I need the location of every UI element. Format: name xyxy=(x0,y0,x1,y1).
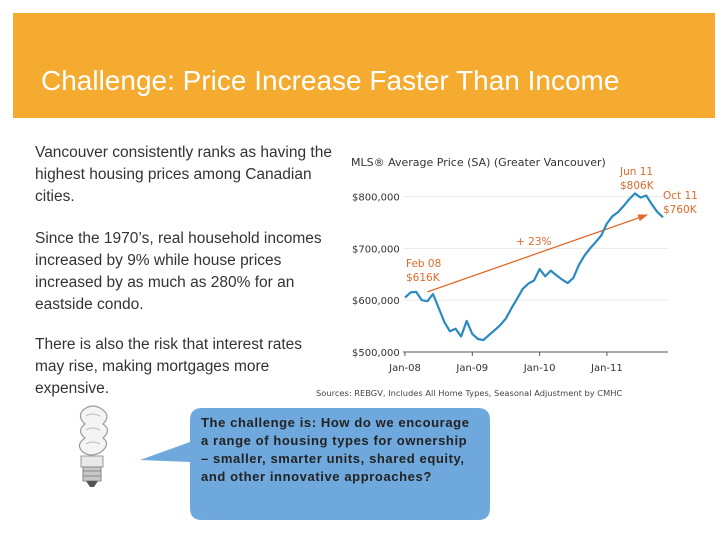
annotation-jun11-value: $806K xyxy=(620,180,655,192)
annotation-oct11: Oct 11 xyxy=(663,190,698,202)
y-tick-label: $600,000 xyxy=(352,296,400,307)
chart-title: MLS® Average Price (SA) (Greater Vancouv… xyxy=(351,156,606,169)
title-banner: Challenge: Price Increase Faster Than In… xyxy=(13,13,715,118)
y-tick-label: $500,000 xyxy=(352,348,400,359)
x-tick-label: Jan-11 xyxy=(590,363,623,374)
y-tick-label: $800,000 xyxy=(352,193,400,204)
trend-line xyxy=(427,214,647,293)
x-tick-label: Jan-10 xyxy=(523,363,556,374)
annotation-feb08-value: $616K xyxy=(406,272,441,284)
x-tick-label: Jan-08 xyxy=(388,363,421,374)
callout-shape xyxy=(140,408,490,520)
annotation-trend-percent: + 23% xyxy=(516,236,551,248)
trend-arrowhead xyxy=(637,214,649,222)
callout-text: The challenge is: How do we encourage a … xyxy=(201,415,470,484)
series-line-average-price xyxy=(404,192,664,342)
annotation-feb08: Feb 08 xyxy=(406,258,441,270)
page-title: Challenge: Price Increase Faster Than In… xyxy=(41,65,620,96)
x-tick-label: Jan-09 xyxy=(455,363,488,374)
y-tick-label: $700,000 xyxy=(352,244,400,255)
price-chart: MLS® Average Price (SA) (Greater Vancouv… xyxy=(300,148,710,413)
body-paragraph-2: Since the 1970’s, real household incomes… xyxy=(35,230,322,313)
lightbulb-icon xyxy=(78,405,109,487)
annotation-oct11-value: $760K xyxy=(663,204,698,216)
chart-source: Sources: REBGV, Includes All Home Types,… xyxy=(316,388,622,398)
body-paragraph-3: There is also the risk that interest rat… xyxy=(35,336,303,397)
body-paragraph-1: Vancouver consistently ranks as having t… xyxy=(35,144,332,205)
callout-bubble xyxy=(70,402,510,531)
annotation-jun11: Jun 11 xyxy=(619,166,653,178)
